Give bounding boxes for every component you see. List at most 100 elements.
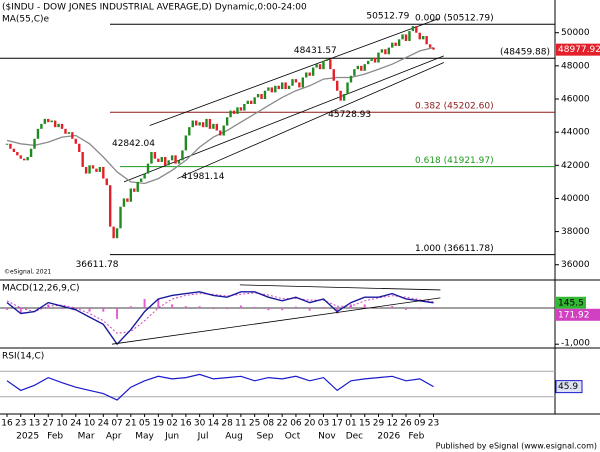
histogram-bar	[322, 306, 325, 309]
trendline	[111, 297, 441, 345]
y-tick-label: 38000	[561, 227, 590, 237]
x-tick-label: 02	[166, 419, 177, 429]
candle	[74, 138, 77, 144]
candle	[146, 163, 150, 174]
candle	[250, 100, 253, 104]
x-tick-label: 07	[111, 419, 122, 429]
histogram-bar	[281, 308, 284, 311]
fib-level-label: (48459.88)	[500, 48, 550, 58]
x-tick-label: 16	[180, 419, 192, 429]
candle	[119, 206, 122, 229]
candle	[256, 94, 260, 98]
x-major-label: 2026	[377, 432, 400, 442]
trendline	[239, 284, 441, 291]
y-tick-label: 46000	[561, 95, 590, 105]
x-major-label: Aug	[225, 432, 243, 442]
histogram-bar	[363, 304, 366, 309]
candle	[408, 31, 411, 42]
candle	[95, 168, 98, 172]
candle	[108, 185, 112, 227]
candle	[294, 79, 298, 83]
rsi-title: RSI(14,C)	[2, 352, 44, 362]
histogram-bar	[116, 308, 119, 319]
candle	[246, 100, 249, 104]
x-tick-label: 23	[15, 419, 26, 429]
x-tick-label: 11	[235, 419, 246, 429]
candle	[219, 130, 222, 136]
candle	[88, 165, 91, 174]
candle	[60, 123, 64, 129]
x-tick-label: 30	[194, 419, 206, 429]
histogram-bar	[198, 306, 201, 309]
candle	[353, 69, 356, 76]
x-tick-label: 21	[125, 419, 136, 429]
candle	[315, 64, 318, 68]
candle	[229, 110, 232, 118]
x-tick-label: 13	[29, 419, 40, 429]
candle	[401, 34, 404, 40]
candle	[260, 94, 263, 100]
candle	[164, 157, 167, 166]
x-major-label: 2025	[16, 432, 39, 442]
candle	[215, 123, 219, 131]
macd-title: MACD(12,26,9,C)	[2, 284, 80, 294]
candle	[126, 198, 129, 202]
signal-value-label: 171.92	[558, 310, 590, 320]
signal-line	[6, 292, 434, 334]
histogram-bar	[239, 305, 242, 309]
price-annotation: 45728.93	[328, 110, 371, 120]
fib-level-label: 0.382 (45202.60)	[415, 102, 494, 112]
candle	[102, 166, 105, 179]
candle	[329, 59, 332, 70]
candle	[284, 82, 287, 90]
candle	[194, 120, 198, 126]
candle	[136, 181, 139, 192]
candle	[29, 148, 33, 158]
x-major-label: Feb	[47, 432, 63, 442]
candle	[12, 148, 16, 153]
x-tick-label: 28	[221, 419, 233, 429]
x-major-label: Apr	[106, 432, 122, 442]
candle	[177, 160, 181, 164]
candle	[349, 75, 353, 83]
histogram-bar	[405, 308, 408, 310]
histogram-bar	[432, 308, 435, 309]
x-major-label: Mar	[78, 432, 95, 442]
candle	[5, 143, 9, 145]
candle	[332, 69, 335, 81]
x-major-label: Jun	[164, 432, 179, 442]
candle	[78, 143, 81, 153]
candle	[157, 158, 160, 162]
histogram-bar	[157, 298, 160, 309]
price-annotation: 48431.57	[294, 46, 337, 56]
histogram-bar	[253, 306, 256, 309]
candle	[373, 57, 377, 63]
histogram-bar	[267, 308, 270, 311]
candle	[84, 166, 88, 174]
candle	[418, 32, 421, 40]
candle	[322, 60, 325, 70]
candle	[232, 110, 236, 114]
candle	[366, 60, 370, 65]
x-tick-label: 15	[359, 419, 370, 429]
candle	[174, 155, 177, 164]
macd-value-box	[556, 296, 586, 309]
candle	[43, 118, 47, 124]
candle	[105, 178, 108, 186]
x-tick-label: 08	[263, 419, 275, 429]
y-tick-label: 48000	[561, 61, 590, 71]
ma-label: MA(55,C)e	[2, 15, 50, 25]
candle	[387, 47, 391, 55]
candle	[280, 82, 284, 90]
candle	[301, 77, 305, 88]
macd-value-label: 145.5	[558, 298, 584, 308]
candle	[153, 152, 157, 159]
candle	[91, 165, 95, 169]
x-major-label: Nov	[318, 432, 336, 442]
chart-title: ($INDU - DOW JONES INDUSTRIAL AVERAGE,D)…	[2, 3, 307, 13]
candle	[298, 82, 301, 88]
price-annotation: 50512.79	[366, 12, 409, 22]
candle	[64, 128, 67, 134]
